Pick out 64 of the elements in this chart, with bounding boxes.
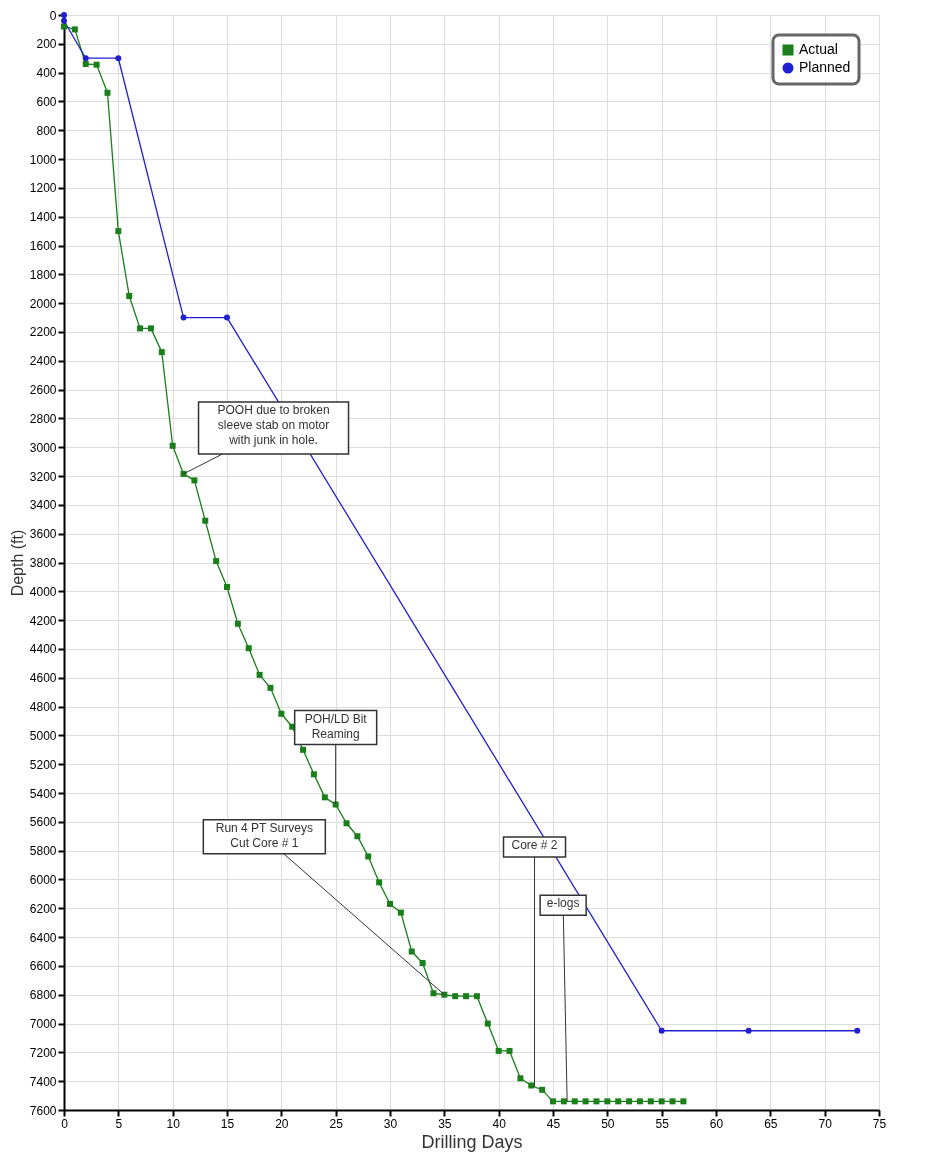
y-tick-label: 1800 <box>29 267 57 282</box>
x-tick-label: 25 <box>329 1116 344 1131</box>
y-tick-label: 800 <box>36 123 57 138</box>
y-tick-label: 2000 <box>29 296 57 311</box>
y-tick-label: 5800 <box>29 844 57 859</box>
y-tick-label: 200 <box>36 37 57 52</box>
y-tick-label: 1000 <box>29 152 57 167</box>
y-tick-label: 7200 <box>29 1045 57 1060</box>
y-tick-label: 1600 <box>29 239 57 254</box>
x-tick-label: 70 <box>818 1116 833 1131</box>
y-tick-label: 400 <box>36 66 57 81</box>
x-tick-label: 75 <box>872 1116 887 1131</box>
y-tick-label: 6200 <box>29 901 57 916</box>
y-tick-label: 5400 <box>29 786 57 801</box>
y-tick-label: 4400 <box>29 642 57 657</box>
y-tick-label: 1400 <box>29 210 57 225</box>
y-tick-label: 2400 <box>29 354 57 369</box>
y-tick-label: 1200 <box>29 181 57 196</box>
x-tick-label: 55 <box>655 1116 670 1131</box>
y-tick-label: 4200 <box>29 613 57 628</box>
y-tick-label: 5600 <box>29 815 57 830</box>
y-tick-label: 3800 <box>29 556 57 570</box>
y-tick-label: 5000 <box>29 728 57 743</box>
legend-label: Actual <box>799 41 838 57</box>
y-tick-label: 3000 <box>29 440 57 455</box>
x-tick-label: 15 <box>220 1116 235 1131</box>
y-tick-label: 600 <box>36 94 57 109</box>
x-tick-label: 5 <box>115 1116 123 1131</box>
y-axis-title: Depth (ft) <box>8 529 26 597</box>
y-tick-label: 4000 <box>29 584 57 599</box>
y-tick-label: 4800 <box>29 700 57 715</box>
y-tick-label: 3400 <box>29 498 57 513</box>
y-tick-label: 3200 <box>29 469 57 484</box>
y-tick-label: 7000 <box>29 1017 57 1032</box>
annotation: POH/LD Bit Reaming <box>304 711 368 741</box>
annotation: Core # 2 <box>511 837 558 852</box>
y-tick-label: 6000 <box>29 872 57 887</box>
y-tick-label: 5200 <box>29 757 57 772</box>
y-tick-label: 0 <box>49 8 57 23</box>
annotation: Run 4 PT Surveys Cut Core # 1 <box>215 820 313 850</box>
x-tick-label: 45 <box>546 1116 561 1131</box>
y-tick-label: 6800 <box>29 988 57 1003</box>
y-tick-label: 3600 <box>29 527 57 542</box>
x-tick-label: 30 <box>383 1116 398 1131</box>
x-tick-label: 35 <box>438 1116 452 1131</box>
legend-label: Planned <box>799 59 851 75</box>
x-axis-title: Drilling Days <box>421 1131 523 1152</box>
y-tick-label: 2200 <box>29 325 57 340</box>
annotation: POOH due to broken sleeve stab on motor with junk in hole. <box>217 402 330 447</box>
x-tick-label: 20 <box>275 1116 289 1131</box>
x-tick-label: 40 <box>492 1116 507 1131</box>
y-tick-label: 4600 <box>29 671 57 686</box>
x-tick-label: 65 <box>764 1116 778 1131</box>
x-tick-label: 50 <box>601 1116 615 1131</box>
y-tick-label: 7600 <box>29 1103 57 1118</box>
annotation: e-logs <box>546 896 580 911</box>
x-tick-label: 0 <box>61 1116 69 1131</box>
x-tick-label: 60 <box>709 1116 724 1131</box>
y-tick-label: 6400 <box>29 930 57 945</box>
y-tick-label: 6600 <box>29 959 57 974</box>
y-tick-label: 7400 <box>29 1074 57 1089</box>
x-tick-label: 10 <box>166 1116 181 1131</box>
y-tick-label: 2800 <box>29 411 57 426</box>
y-tick-label: 2600 <box>29 383 57 398</box>
